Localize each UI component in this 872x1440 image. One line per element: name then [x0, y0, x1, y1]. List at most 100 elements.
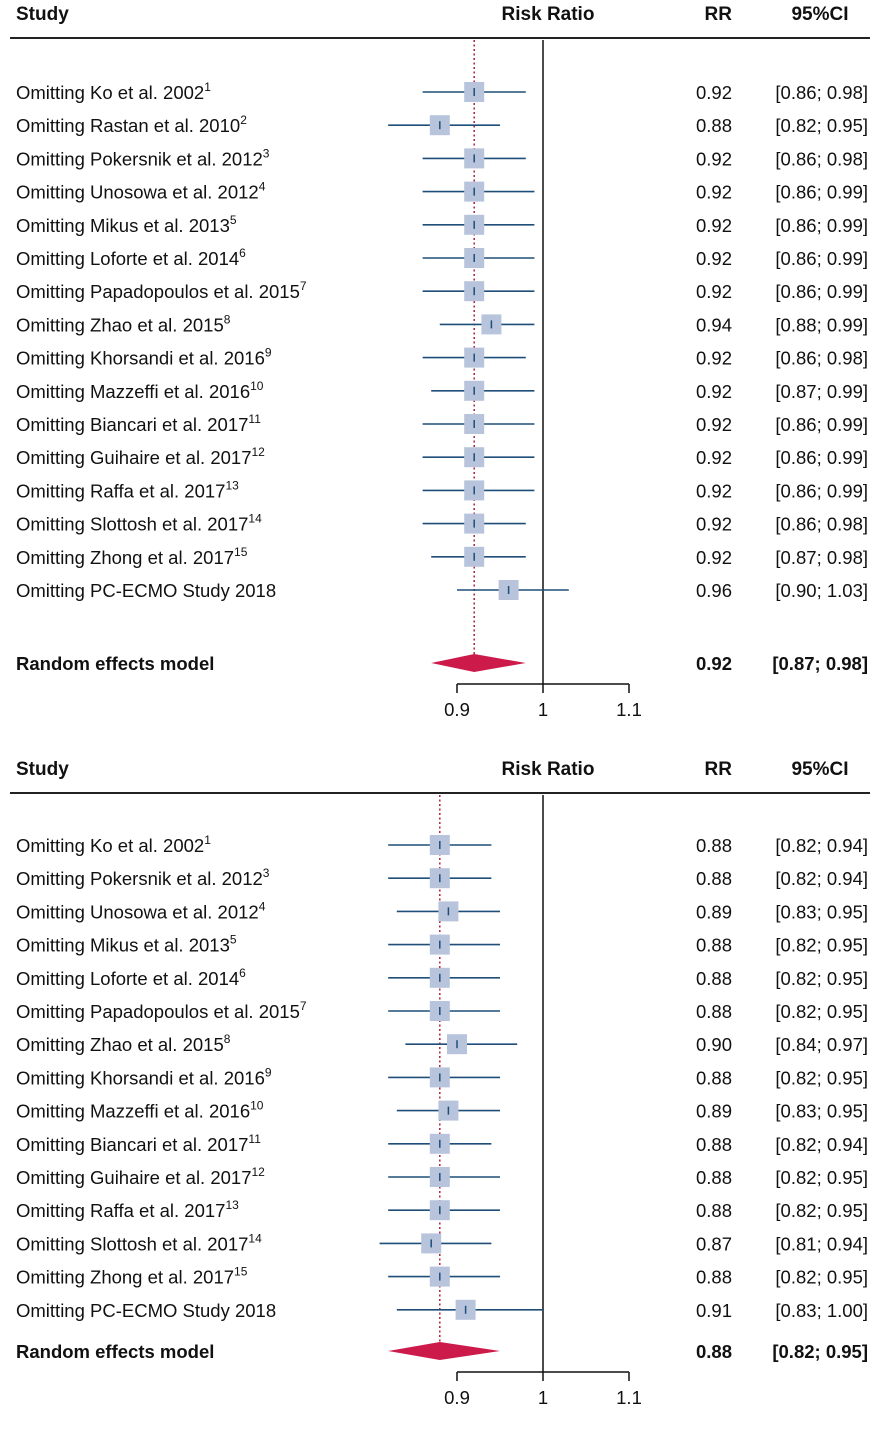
- study-label: Omitting Slottosh et al. 201714: [16, 512, 262, 535]
- study-reference-superscript: 7: [300, 279, 307, 293]
- rr-value: 0.88: [696, 868, 732, 889]
- study-label: Omitting Unosowa et al. 20124: [16, 180, 266, 203]
- ci-value: [0.86; 0.98]: [775, 348, 868, 369]
- study-row: Omitting Slottosh et al. 201714 0.87 [0.81…: [16, 1231, 868, 1254]
- rr-value: 0.88: [696, 1001, 732, 1022]
- study-label: Omitting PC-ECMO Study 2018: [16, 1300, 276, 1321]
- study-reference-superscript: 1: [204, 833, 211, 847]
- summary-rr-value: 0.88: [696, 1341, 732, 1362]
- study-reference-superscript: 14: [248, 1231, 262, 1245]
- rr-value: 0.91: [696, 1300, 732, 1321]
- x-tick-label: 0.9: [444, 699, 470, 720]
- study-reference-superscript: 1: [204, 80, 211, 94]
- ci-value: [0.82; 0.94]: [775, 1134, 868, 1155]
- study-reference-superscript: 9: [265, 1065, 272, 1079]
- study-label: Omitting Ko et al. 20021: [16, 833, 211, 856]
- ci-value: [0.86; 0.99]: [775, 480, 868, 501]
- study-reference-superscript: 11: [248, 412, 261, 426]
- study-label: Omitting Raffa et al. 201713: [16, 1198, 239, 1221]
- study-label: Omitting Loforte et al. 20146: [16, 246, 246, 269]
- header-ci: 95%CI: [791, 4, 849, 25]
- header-study: Study: [16, 4, 69, 25]
- study-label: Omitting Papadopoulos et al. 20157: [16, 999, 307, 1022]
- rr-value: 0.90: [696, 1034, 732, 1055]
- summary-label: Random effects model: [16, 653, 214, 674]
- study-row: Omitting PC-ECMO Study 2018 0.91 [0.83; 1.…: [16, 1299, 868, 1321]
- study-label: Omitting Loforte et al. 20146: [16, 966, 246, 989]
- ci-value: [0.87; 0.98]: [775, 547, 868, 568]
- header-rr: RR: [704, 759, 732, 780]
- rr-value: 0.88: [696, 1267, 732, 1288]
- x-tick-label: 1.1: [616, 699, 642, 720]
- study-reference-superscript: 11: [248, 1132, 261, 1146]
- rr-value: 0.88: [696, 1067, 732, 1088]
- rr-value: 0.87: [696, 1233, 732, 1254]
- ci-value: [0.82; 0.95]: [775, 1200, 868, 1221]
- header-study: Study: [16, 759, 69, 780]
- rr-value: 0.88: [696, 1134, 732, 1155]
- study-row: Omitting Raffa et al. 201713 0.92 [0.86; 0…: [16, 478, 868, 501]
- rr-value: 0.96: [696, 580, 732, 601]
- study-label: Omitting Zhao et al. 20158: [16, 312, 231, 335]
- summary-ci-value: [0.87; 0.98]: [772, 653, 868, 674]
- ci-value: [0.87; 0.99]: [775, 381, 868, 402]
- ci-value: [0.82; 0.95]: [775, 1167, 868, 1188]
- rr-value: 0.92: [696, 281, 732, 302]
- ci-value: [0.82; 0.95]: [775, 968, 868, 989]
- study-row: Omitting Mazzeffi et al. 201610 0.89 [0.83…: [16, 1099, 868, 1122]
- summary-ci-value: [0.82; 0.95]: [772, 1341, 868, 1362]
- summary-rr-value: 0.92: [696, 653, 732, 674]
- rr-value: 0.92: [696, 547, 732, 568]
- study-row: Omitting Loforte et al. 20146 0.92 [0.86; …: [16, 246, 868, 269]
- rr-value: 0.92: [696, 414, 732, 435]
- study-reference-superscript: 14: [248, 512, 262, 526]
- study-row: Omitting Biancari et al. 201711 0.92 [0.86…: [16, 412, 868, 435]
- ci-value: [0.83; 0.95]: [775, 901, 868, 922]
- rr-value: 0.88: [696, 1167, 732, 1188]
- x-tick-label: 1: [538, 1387, 548, 1408]
- rr-value: 0.88: [696, 935, 732, 956]
- rr-value: 0.92: [696, 514, 732, 535]
- ci-value: [0.82; 0.95]: [775, 115, 868, 136]
- study-row: Omitting Rastan et al. 20102 0.88 [0.82; 0…: [16, 113, 868, 136]
- ci-value: [0.90; 1.03]: [775, 580, 868, 601]
- header-rule: [10, 37, 870, 39]
- summary-diamond: [431, 654, 526, 672]
- ci-value: [0.86; 0.98]: [775, 148, 868, 169]
- study-row: Omitting Pokersnik et al. 20123 0.88 [0.82…: [16, 866, 868, 889]
- study-label: Omitting Slottosh et al. 201714: [16, 1231, 262, 1254]
- ci-value: [0.83; 0.95]: [775, 1101, 868, 1122]
- ci-value: [0.82; 0.95]: [775, 1001, 868, 1022]
- study-reference-superscript: 9: [265, 346, 272, 360]
- rr-value: 0.92: [696, 82, 732, 103]
- study-label: Omitting Guihaire et al. 201712: [16, 1165, 265, 1188]
- ci-value: [0.86; 0.99]: [775, 447, 868, 468]
- rr-value: 0.92: [696, 447, 732, 468]
- study-row: Omitting Papadopoulos et al. 20157 0.92 [0…: [16, 279, 868, 302]
- study-label: Omitting Mazzeffi et al. 201610: [16, 1099, 264, 1122]
- study-reference-superscript: 2: [240, 113, 247, 127]
- study-reference-superscript: 4: [259, 899, 266, 913]
- study-reference-superscript: 12: [252, 445, 266, 459]
- rr-value: 0.88: [696, 1200, 732, 1221]
- study-row: Omitting Biancari et al. 201711 0.88 [0.82…: [16, 1132, 868, 1155]
- ci-value: [0.86; 0.99]: [775, 215, 868, 236]
- forest-panel-bottom: Study Risk Ratio RR 95%CI Omitting Ko et…: [0, 755, 872, 1440]
- rr-value: 0.92: [696, 148, 732, 169]
- study-row: Omitting Unosowa et al. 20124 0.89 [0.83; …: [16, 899, 868, 922]
- rr-value: 0.92: [696, 348, 732, 369]
- study-row: Omitting Pokersnik et al. 20123 0.92 [0.86…: [16, 146, 868, 169]
- study-row: Omitting Ko et al. 20021 0.88 [0.82; 0.94]: [16, 833, 868, 856]
- study-row: Omitting Zhong et al. 201715 0.92 [0.87; 0…: [16, 545, 868, 568]
- header-risk-ratio: Risk Ratio: [501, 4, 595, 25]
- ci-value: [0.82; 0.95]: [775, 935, 868, 956]
- rr-value: 0.88: [696, 115, 732, 136]
- study-label: Omitting Khorsandi et al. 20169: [16, 346, 272, 369]
- study-reference-superscript: 10: [250, 1099, 264, 1113]
- study-label: Omitting Zhong et al. 201715: [16, 545, 248, 568]
- study-row: Omitting Slottosh et al. 201714 0.92 [0.86…: [16, 512, 868, 535]
- study-reference-superscript: 13: [225, 1198, 239, 1212]
- study-label: Omitting PC-ECMO Study 2018: [16, 580, 276, 601]
- study-label: Omitting Pokersnik et al. 20123: [16, 146, 270, 169]
- study-reference-superscript: 13: [225, 478, 239, 492]
